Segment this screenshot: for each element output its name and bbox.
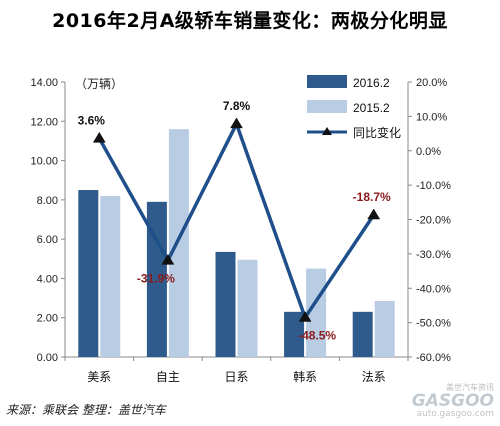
bar-2016.2 [284, 311, 305, 357]
right-tick-label: -20.0% [416, 215, 451, 227]
legend-swatch [307, 100, 347, 113]
left-tick-label: 8.00 [37, 195, 58, 207]
bar-2016.2 [352, 311, 373, 357]
data-label: -48.5% [298, 328, 336, 342]
yoy-change-line [97, 119, 376, 322]
legend-marker [322, 127, 332, 135]
yoy-change-marker [367, 208, 381, 220]
left-tick-label: 2.00 [37, 313, 58, 325]
right-tick-label: 10.0% [416, 111, 447, 123]
x-tick-label: 自主 [156, 370, 180, 384]
left-tick-label: 4.00 [37, 273, 58, 285]
x-tick-label: 美系 [87, 370, 111, 384]
chart-axes: 0.00 2.00 4.00 6.00 8.00 10.00 12.00 14.00 -60.0… [30, 77, 451, 384]
bar-2016.2 [146, 201, 167, 357]
data-label: -18.7% [353, 190, 391, 204]
right-tick-label: -10.0% [416, 180, 451, 192]
right-tick-label: -50.0% [416, 318, 451, 330]
legend-label: 同比变化 [353, 125, 401, 140]
bar-2015.2 [168, 129, 189, 357]
unit-label: （万辆） [75, 77, 123, 91]
x-tick-label: 日系 [224, 370, 248, 384]
chart-labels: 3.6% -31.9% 7.8% -48.5% -18.7% [78, 99, 391, 343]
yoy-change-marker [298, 310, 312, 322]
yoy-change-marker [230, 117, 243, 129]
right-tick-label: -60.0% [416, 352, 451, 364]
legend-label: 2015.2 [353, 101, 390, 115]
watermark-url: auto.gasgoo.com [416, 409, 494, 419]
bar-2015.2 [237, 259, 258, 357]
chart-line [92, 117, 381, 322]
yoy-change-marker [92, 131, 106, 143]
gasgoo-watermark: 盖世汽车资讯 GASGOO auto.gasgoo.com [374, 382, 494, 422]
data-label: 7.8% [223, 99, 251, 113]
right-tick-label: 0.0% [416, 146, 441, 158]
bar-2016.2 [215, 251, 236, 357]
chart-bars [78, 129, 395, 357]
watermark-top: 盖世汽车资讯 [446, 383, 494, 392]
legend-label: 2016.2 [353, 76, 390, 90]
bar-2015.2 [100, 195, 121, 357]
data-label: 3.6% [78, 113, 106, 127]
chart-title: 2016年2月A级轿车销量变化：两极分化明显 [52, 10, 448, 32]
bar-2016.2 [78, 190, 99, 357]
yoy-change-marker [161, 253, 175, 265]
right-tick-label: -30.0% [416, 249, 451, 261]
bar-2015.2 [374, 301, 395, 357]
x-tick-label: 法系 [362, 370, 386, 384]
left-tick-label: 12.00 [30, 116, 58, 128]
legend-swatch [307, 75, 347, 88]
watermark-logo: GASGOO [411, 391, 494, 411]
source-note: 来源：乘联会 整理：盖世汽车 [6, 403, 166, 417]
x-tick-label: 韩系 [293, 369, 317, 384]
right-tick-label: -40.0% [416, 283, 451, 295]
right-tick-label: 20.0% [416, 77, 447, 89]
left-tick-label: 10.00 [30, 156, 58, 168]
chart-legend: 2016.2 2015.2 同比变化 [307, 75, 401, 140]
left-tick-label: 14.00 [30, 77, 58, 89]
data-label: -31.9% [137, 271, 175, 285]
left-tick-label: 0.00 [37, 352, 58, 364]
left-tick-label: 6.00 [37, 234, 58, 246]
